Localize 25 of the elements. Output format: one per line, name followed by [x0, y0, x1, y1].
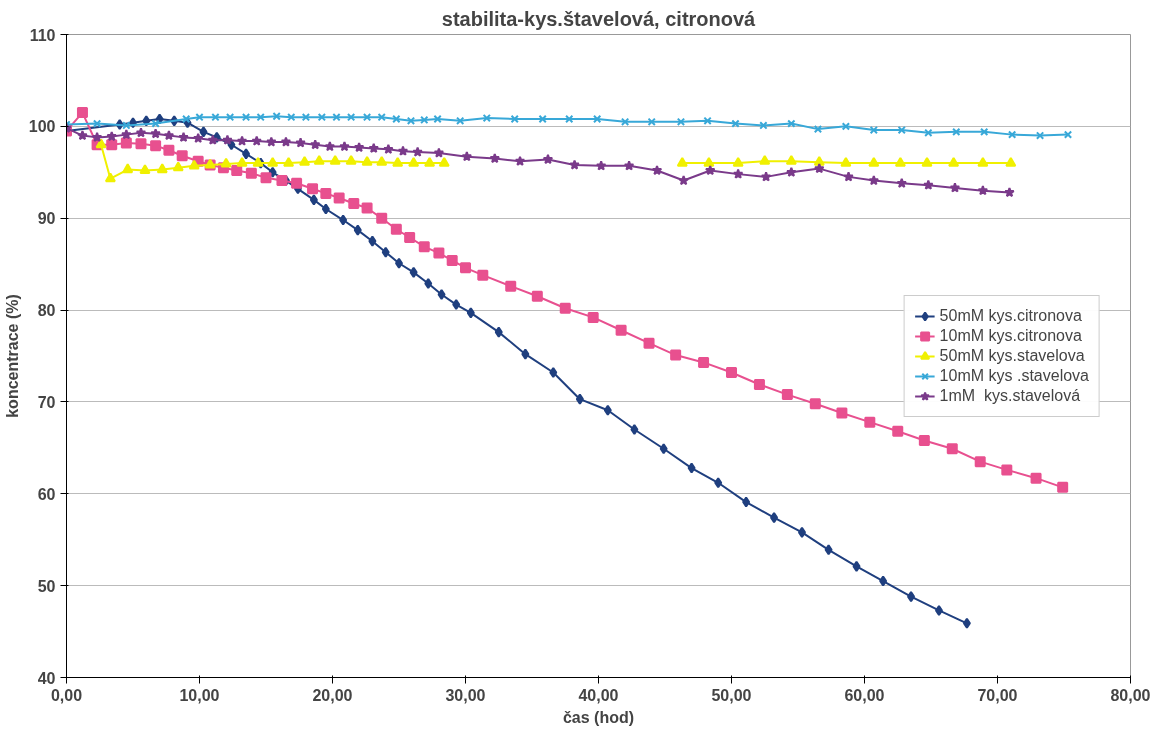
x-tick-label: 60,00	[844, 686, 885, 704]
x-tick-label: 30,00	[445, 686, 486, 704]
y-tick-label: 60	[37, 485, 56, 503]
y-axis-title: koncentrace (%)	[3, 294, 21, 418]
y-tick-label: 90	[37, 210, 56, 228]
y-tick-label: 110	[29, 26, 56, 44]
legend-label: 50mM kys.citronova	[939, 306, 1082, 325]
x-axis-title: čas (hod)	[562, 708, 635, 726]
legend-label: 10mM kys .stavelova	[939, 366, 1089, 385]
legend-label: 10mM kys.citronova	[939, 326, 1082, 345]
x-tick-label: 80,00	[1110, 686, 1151, 704]
y-tick-label: 100	[28, 118, 56, 136]
x-tick-label: 10,00	[179, 686, 220, 704]
legend-label: 50mM kys.stavelova	[939, 346, 1085, 365]
x-tick-label: 20,00	[312, 686, 353, 704]
y-tick-label: 80	[37, 302, 56, 320]
y-tick-label: 50	[37, 577, 56, 595]
x-tick-label: 0,00	[50, 686, 83, 704]
x-tick-label: 40,00	[578, 686, 619, 704]
x-tick-label: 70,00	[977, 686, 1018, 704]
y-tick-label: 70	[37, 393, 56, 411]
x-tick-label: 50,00	[711, 686, 752, 704]
y-tick-label: 40	[37, 669, 56, 687]
legend-label: 1mM kys.stavelová	[939, 386, 1081, 405]
chart-title: stabilita-kys.štavelová, citronová	[441, 7, 757, 30]
